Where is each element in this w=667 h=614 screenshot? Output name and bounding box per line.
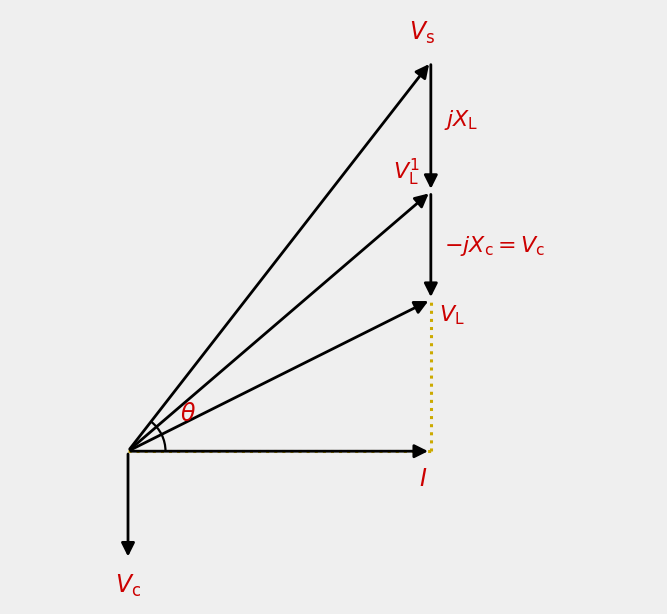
Text: $\theta$: $\theta$ (180, 402, 196, 426)
Text: $I$: $I$ (420, 467, 428, 491)
Text: $jX_\mathrm{L}$: $jX_\mathrm{L}$ (444, 107, 478, 131)
Text: $V_\mathrm{s}$: $V_\mathrm{s}$ (409, 20, 435, 46)
Text: $V^1_\mathrm{L}$: $V^1_\mathrm{L}$ (393, 157, 420, 188)
Text: $V_\mathrm{c}$: $V_\mathrm{c}$ (115, 572, 141, 599)
Text: $-jX_\mathrm{c} = V_\mathrm{c}$: $-jX_\mathrm{c} = V_\mathrm{c}$ (444, 234, 545, 258)
Text: $V_\mathrm{L}$: $V_\mathrm{L}$ (440, 303, 465, 327)
